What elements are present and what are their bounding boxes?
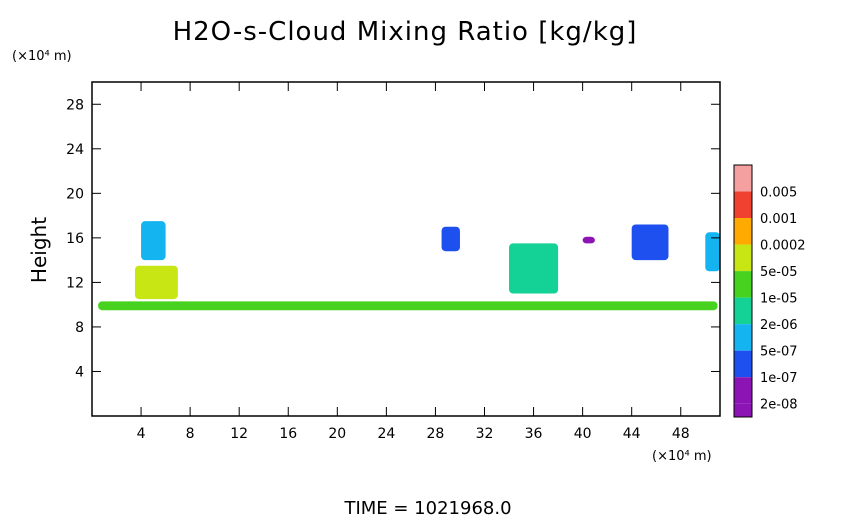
colorbar-label: 2e-08 (760, 398, 798, 413)
x-tick-label: 48 (672, 426, 690, 442)
colorbar-segment (734, 165, 752, 192)
cloud-region (141, 221, 166, 261)
x-tick-label: 8 (186, 426, 195, 442)
colorbar-label: 1e-05 (760, 292, 798, 307)
cloud-region (509, 243, 559, 294)
colorbar-segment (734, 271, 752, 298)
colorbar-segment (734, 350, 752, 378)
y-tick-label: 4 (75, 364, 84, 380)
x-tick-label: 44 (623, 426, 641, 442)
footer-time: TIME = 1021968.0 (343, 498, 511, 519)
y-tick-label: 8 (75, 320, 84, 336)
chart-title: H2O-s-Cloud Mixing Ratio [kg/kg] (173, 17, 638, 47)
colorbar-label: 0.005 (760, 186, 797, 201)
colorbar-segment (734, 324, 752, 351)
x-tick-label: 40 (574, 426, 592, 442)
x-axis-ticks: 4 8 12 16 20 24 28 32 36 40 44 48 (137, 82, 690, 442)
x-tick-label: 24 (377, 426, 395, 442)
x-tick-label: 12 (230, 426, 248, 442)
colorbar-segment (734, 403, 752, 417)
y-axis-label: Height (27, 217, 51, 283)
colorbar-label: 0.001 (760, 212, 797, 227)
colorbar-label: 5e-07 (760, 345, 798, 360)
colorbar-segment (734, 218, 752, 245)
y-tick-label: 20 (66, 186, 84, 202)
colorbar-label: 5e-05 (760, 265, 798, 280)
y-tick-label: 24 (66, 142, 84, 158)
colorbar-segment (734, 244, 752, 272)
x-tick-label: 32 (476, 426, 494, 442)
cloud-region (134, 265, 178, 300)
y-tick-label: 28 (66, 97, 84, 113)
y-tick-label: 12 (66, 275, 84, 291)
cloud-cells (98, 221, 720, 311)
colorbar-label: 2e-06 (760, 318, 798, 333)
x-tick-label: 36 (525, 426, 543, 442)
colorbar-segment (734, 191, 752, 219)
x-tick-label: 28 (427, 426, 445, 442)
y-axis-ticks: 4 8 12 16 20 24 28 (66, 97, 720, 380)
x-tick-label: 20 (328, 426, 346, 442)
colorbar-segment (734, 377, 752, 404)
cloud-region (582, 236, 595, 244)
y-unit-label: (×10⁴ m) (12, 49, 72, 64)
colorbar-label: 1e-07 (760, 371, 798, 386)
cloud-region (705, 232, 720, 272)
cloud-region (98, 301, 718, 311)
x-unit-label: (×10⁴ m) (652, 449, 712, 464)
cloud-region (441, 226, 460, 252)
colorbar-segment (734, 297, 752, 325)
y-tick-label: 16 (66, 231, 84, 247)
x-tick-label: 16 (279, 426, 297, 442)
colorbar: 0.005 0.001 0.0002 5e-05 1e-05 2e-06 5e-07 1e-0… (733, 164, 806, 418)
colorbar-frame (733, 164, 753, 418)
colorbar-label: 0.0002 (760, 239, 806, 254)
x-tick-label: 4 (137, 426, 146, 442)
cloud-region (631, 224, 669, 261)
plot-frame (91, 81, 721, 417)
